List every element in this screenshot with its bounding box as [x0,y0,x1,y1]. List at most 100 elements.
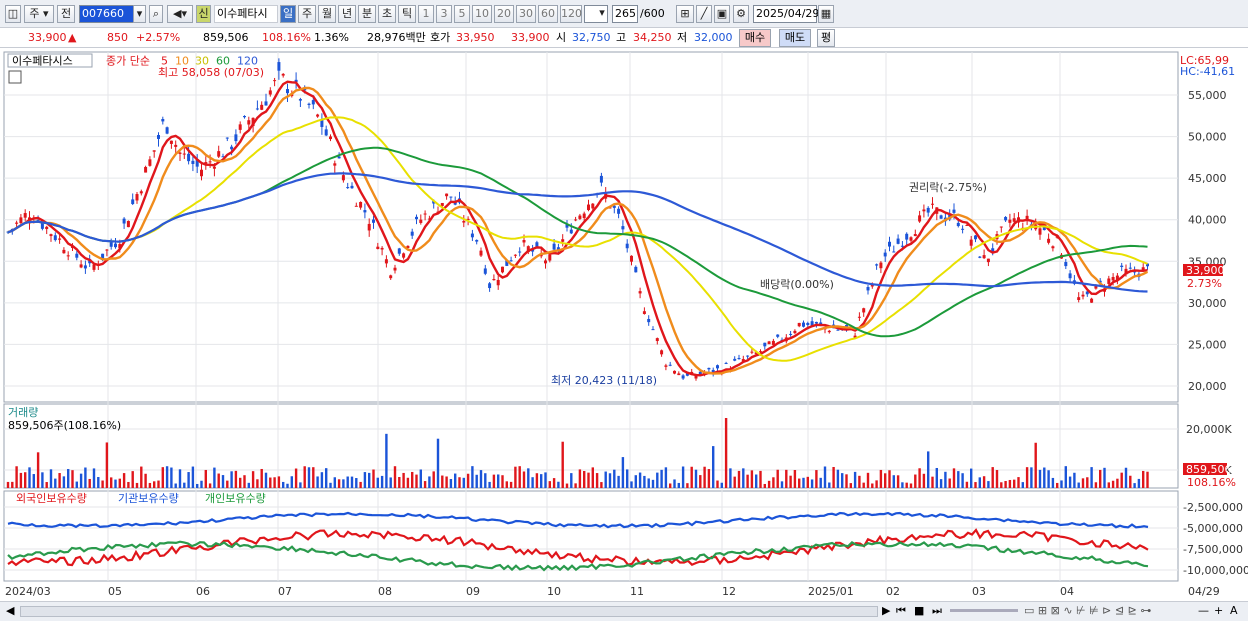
tab-day[interactable]: 일 [280,5,296,23]
ma-legend-title: 종가 단순 [106,55,150,68]
price-tick-label: 45,000 [1188,172,1227,185]
drawing-tools-icons[interactable]: ▭ ⊞ ⊠ ∿ ⊬ ⊭ ⊳ ⊴ ⊵ ⊶ [1024,604,1152,617]
volume-bar [449,479,453,488]
volume-bar [187,472,190,488]
volume-bar [604,471,607,488]
volume-bar [845,474,848,488]
zoom-in-icon[interactable]: + [1214,604,1224,617]
stop-icon[interactable]: ■ [914,604,925,617]
candle-body [651,329,655,331]
volume-bar [793,470,797,488]
interval-30[interactable]: 30 [516,5,536,23]
buy-button[interactable]: 매수 [739,29,771,47]
tab-month[interactable]: 월 [318,5,336,23]
volume-bar [1090,467,1093,488]
tab-week[interactable]: 주 [298,5,316,23]
volume-bar [798,478,801,488]
zoom-slider[interactable] [950,609,1018,612]
period-select[interactable]: 주 ▾ [24,5,54,23]
price-change: 850 [107,31,128,44]
candle-body [1012,218,1016,222]
ma120-legend: 120 [237,55,258,68]
sound-icon[interactable]: ◀▾ [167,5,193,23]
interval-3[interactable]: 3 [436,5,452,23]
candle-body [1042,227,1046,231]
tab-year[interactable]: 년 [338,5,356,23]
interval-20[interactable]: 20 [494,5,514,23]
candle-body [432,200,436,204]
table-icon[interactable] [8,70,22,84]
scrollbar-track[interactable] [20,606,878,617]
candle-body [513,254,517,256]
candle-body [896,238,900,244]
date-input[interactable]: 2025/04/29 [753,5,819,23]
volume-bar [1086,477,1089,488]
crosshair-icon[interactable]: ⊞ [676,5,694,23]
last-icon[interactable]: ⏭ [932,604,942,617]
interval-60[interactable]: 60 [538,5,558,23]
tab-minute[interactable]: 분 [358,5,376,23]
interval-1[interactable]: 1 [418,5,434,23]
candle-body [746,355,750,357]
y-axis-labels: 55,00050,00045,00040,00035,00030,00025,0… [1183,89,1248,577]
x-tick-label: 09 [466,585,480,598]
x-tick-label: 08 [378,585,392,598]
count-input[interactable]: 265 [612,5,638,23]
volume-bar [492,474,496,488]
save-icon[interactable]: ▣ [714,5,730,23]
candle-body [341,175,345,181]
volume-bar [802,477,805,488]
volume-bar [385,433,388,488]
volume-bar [11,481,14,488]
gear-icon[interactable]: ⚙ [733,5,749,23]
interval-120[interactable]: 120 [560,5,582,23]
search-icon[interactable]: ⌕ [149,5,163,23]
scroll-left-icon[interactable]: ◀ [6,604,15,617]
volume-bar [518,466,521,488]
volume-bar [509,481,513,488]
chart-area[interactable]: 55,00050,00045,00040,00035,00030,00025,0… [0,48,1248,601]
volume-bars [6,418,1149,488]
shin-button[interactable]: 신 [196,5,211,23]
zoom-out-icon[interactable]: — [1198,604,1209,617]
volume-bar [423,481,427,488]
candle-body [776,334,780,337]
prev-button[interactable]: 전 [57,5,75,23]
calendar-icon[interactable]: ▦ [818,5,834,23]
tab-tick[interactable]: 틱 [398,5,416,23]
tab-second[interactable]: 초 [378,5,396,23]
candle-body [711,369,715,374]
volume-bar [97,477,100,488]
font-size-icon[interactable]: A [1230,604,1238,617]
interval-5[interactable]: 5 [454,5,470,23]
volume-bar [677,482,680,488]
candle-body [836,329,840,331]
scroll-right-icon[interactable]: ▶ [882,604,891,617]
custom-interval-input[interactable] [584,5,608,23]
volume-bar [832,466,835,488]
volume-bar [1013,479,1016,488]
volume-bar [484,473,487,488]
volume-bar [114,479,117,488]
custom-interval-dropdown-icon[interactable]: ▾ [599,6,605,19]
avg-button[interactable]: 평 [817,29,835,47]
candle-body [200,169,203,177]
volume-bar [170,467,173,488]
candle-body [496,279,500,286]
sell-button[interactable]: 매도 [779,29,811,47]
interval-10[interactable]: 10 [472,5,492,23]
code-dropdown-icon[interactable]: ▾ [133,5,146,23]
chart-type-icon[interactable]: ◫ [5,5,21,23]
candle-body [1146,263,1149,267]
volume-bar [522,471,526,488]
candle-body [144,166,148,173]
candle-body [931,203,934,205]
first-icon[interactable]: ⏮ [896,604,906,617]
candle-body [423,213,427,215]
volume-bar [961,473,964,488]
volume-bar [269,477,272,488]
stock-code-input[interactable]: 007660 [79,5,135,23]
volume-bar [785,469,788,488]
drawing-icon[interactable]: ╱ [696,5,712,23]
volume-bar [858,475,861,488]
